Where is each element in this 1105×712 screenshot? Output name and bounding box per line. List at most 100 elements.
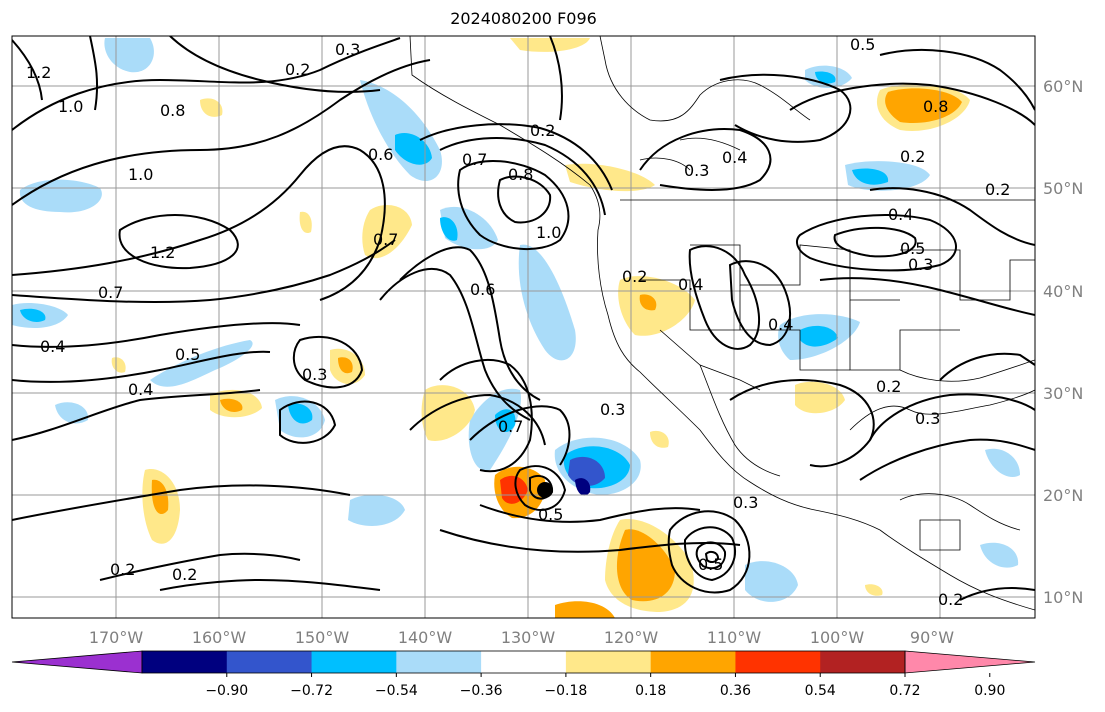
shade-cyan bbox=[495, 409, 516, 433]
shade-cyan bbox=[440, 217, 458, 241]
shade-orange bbox=[639, 294, 657, 311]
colorbar-frame bbox=[141, 650, 906, 674]
shade-blue bbox=[348, 494, 405, 526]
shade-cyan bbox=[815, 71, 836, 84]
lon-label: 170°W bbox=[89, 628, 144, 647]
contour-label: 0.4 bbox=[128, 380, 153, 399]
shade-cyan bbox=[852, 168, 889, 185]
colorbar-segment bbox=[481, 651, 567, 673]
lat-label: 60°N bbox=[1043, 77, 1083, 96]
contour-labels: 1.2 1.0 0.8 0.3 0.2 0.5 0.3 0.4 0.6 0.7 … bbox=[26, 35, 1010, 609]
shade-blue bbox=[19, 179, 102, 213]
shade-blue bbox=[518, 244, 576, 361]
lon-label: 100°W bbox=[810, 628, 865, 647]
figure-title: 2024080200 F096 bbox=[450, 9, 597, 28]
colorbar-tick-label: 0.36 bbox=[720, 683, 751, 699]
contour-label: 0.2 bbox=[172, 565, 197, 584]
contour-label: 0.4 bbox=[768, 315, 793, 334]
colorbar-segment bbox=[226, 651, 313, 673]
contour-label: 0.2 bbox=[900, 147, 925, 166]
shade-orange bbox=[338, 357, 353, 374]
map-frame bbox=[11, 35, 1036, 619]
lon-label: 90°W bbox=[910, 628, 954, 647]
map-background bbox=[12, 36, 1035, 618]
contour-label: 0.2 bbox=[876, 377, 901, 396]
contour-label: 0.4 bbox=[40, 337, 65, 356]
colorbar-segment bbox=[735, 651, 821, 673]
lon-label: 110°W bbox=[707, 628, 762, 647]
shade-orange bbox=[220, 398, 243, 412]
graticule-grid bbox=[12, 36, 1035, 618]
contour-label: 0.2 bbox=[110, 560, 135, 579]
lat-label: 30°N bbox=[1043, 384, 1083, 403]
contour-label: 0.2 bbox=[622, 267, 647, 286]
lon-label: 150°W bbox=[295, 628, 350, 647]
contour-label: 0.3 bbox=[733, 493, 758, 512]
contour-label: 0.3 bbox=[600, 400, 625, 419]
lon-label: 140°W bbox=[398, 628, 453, 647]
shade-yellow bbox=[200, 98, 223, 117]
map-content bbox=[12, 36, 1035, 618]
contour-label: 0.6 bbox=[368, 145, 393, 164]
lon-label: 130°W bbox=[501, 628, 556, 647]
contour-label: 0.7 bbox=[462, 150, 487, 169]
contour-label: 0.7 bbox=[98, 283, 123, 302]
contour-label: 0.3 bbox=[302, 365, 327, 384]
contour-label: 0.7 bbox=[373, 230, 398, 249]
lon-label: 120°W bbox=[604, 628, 659, 647]
shade-yellow bbox=[650, 430, 669, 448]
shade-blue bbox=[150, 340, 253, 387]
contour-label: 0.8 bbox=[923, 97, 948, 116]
shade-yellow bbox=[865, 584, 883, 596]
colorbar-tick-label: −0.72 bbox=[290, 683, 333, 699]
contour-label: 0.7 bbox=[498, 417, 523, 436]
shade-blue bbox=[745, 561, 798, 602]
colorbar-extend-low bbox=[11, 650, 143, 674]
shade-orange bbox=[885, 88, 962, 124]
contour-label: 0.5 bbox=[698, 555, 723, 574]
colorbar-tick-label: −0.36 bbox=[460, 683, 503, 699]
contour-label: 1.0 bbox=[536, 223, 561, 242]
contour-label: 0.2 bbox=[285, 60, 310, 79]
contour-label: 0.5 bbox=[175, 345, 200, 364]
shade-yellow bbox=[111, 357, 126, 373]
contour-lines bbox=[12, 36, 1035, 601]
coastlines bbox=[409, 36, 1035, 611]
shade-navy bbox=[575, 478, 591, 496]
shade-orange bbox=[555, 601, 615, 618]
colorbar-segments bbox=[11, 650, 1036, 674]
lat-label: 40°N bbox=[1043, 282, 1083, 301]
shade-red bbox=[500, 475, 528, 504]
lat-label: 50°N bbox=[1043, 179, 1083, 198]
contour-label: 0.3 bbox=[915, 409, 940, 428]
contour-label: 0.4 bbox=[678, 275, 703, 294]
contour-label: 0.2 bbox=[938, 590, 963, 609]
shade-orange bbox=[151, 479, 169, 515]
colorbar-tick-label: 0.72 bbox=[889, 683, 920, 699]
contour-label: 1.2 bbox=[150, 243, 175, 262]
contour-label: 0.2 bbox=[985, 180, 1010, 199]
contour-label: 0.5 bbox=[900, 239, 925, 258]
shade-yellow bbox=[362, 205, 412, 259]
colorbar-segment bbox=[396, 651, 482, 673]
shade-cyan bbox=[395, 132, 432, 165]
contour-label: 0.5 bbox=[850, 35, 875, 54]
colorbar-tick-label: 0.90 bbox=[974, 683, 1005, 699]
contour-label: 0.8 bbox=[508, 165, 533, 184]
colorbar-segment bbox=[650, 651, 736, 673]
colorbar-segment bbox=[311, 651, 397, 673]
colorbar: −0.90 −0.72 −0.54 −0.36 −0.18 0.18 0.36 0.54 0.7… bbox=[11, 650, 1036, 699]
shade-cyan bbox=[800, 325, 838, 347]
contour-label: 1.0 bbox=[128, 165, 153, 184]
lon-label: 160°W bbox=[192, 628, 247, 647]
contour-label: 0.8 bbox=[160, 101, 185, 120]
contour-label: 0.2 bbox=[530, 121, 555, 140]
shade-cyan bbox=[288, 403, 313, 424]
shade-yellow bbox=[795, 381, 845, 414]
shade-yellow bbox=[565, 163, 655, 192]
shade-blue bbox=[468, 388, 521, 471]
colorbar-tick-label: −0.18 bbox=[544, 683, 587, 699]
colorbar-extend-high bbox=[904, 650, 1036, 674]
shade-blue bbox=[985, 448, 1020, 478]
